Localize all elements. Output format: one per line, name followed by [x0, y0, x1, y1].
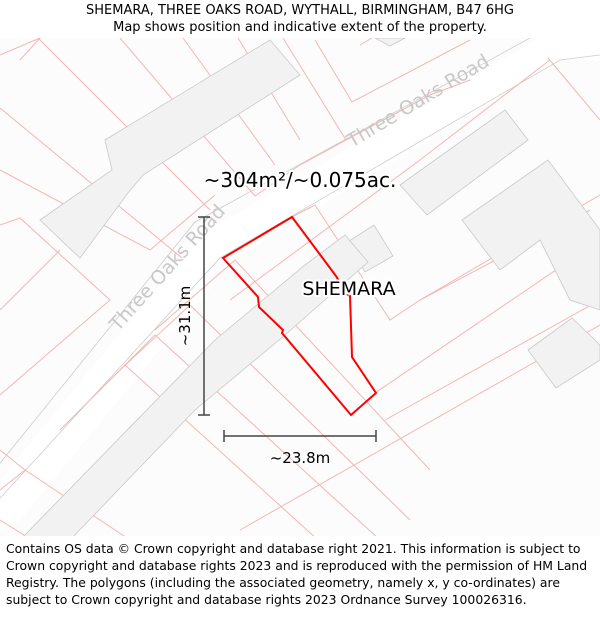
copyright-notice: Contains OS data © Crown copyright and d… — [6, 541, 588, 607]
map-header: SHEMARA, THREE OAKS ROAD, WYTHALL, BIRMI… — [0, 0, 600, 40]
road-three-oaks-road — [0, 38, 600, 530]
height-measure-label: ~31.1m — [176, 286, 194, 347]
area-label: ~304m²/~0.075ac. — [204, 168, 397, 192]
height-measure — [198, 216, 210, 416]
property-label: SHEMARA — [302, 278, 395, 300]
property-address-title: SHEMARA, THREE OAKS ROAD, WYTHALL, BIRMI… — [86, 3, 514, 18]
attribution-footer: Contains OS data © Crown copyright and d… — [6, 540, 596, 608]
width-measure-label: ~23.8m — [270, 449, 331, 467]
buildings — [23, 38, 600, 536]
map-subtitle: Map shows position and indicative extent… — [113, 20, 487, 35]
width-measure — [223, 430, 377, 442]
property-boundary[interactable] — [221, 215, 378, 417]
property-map[interactable]: Three Oaks Road Three Oaks Road ~31.1m ~… — [0, 38, 600, 536]
